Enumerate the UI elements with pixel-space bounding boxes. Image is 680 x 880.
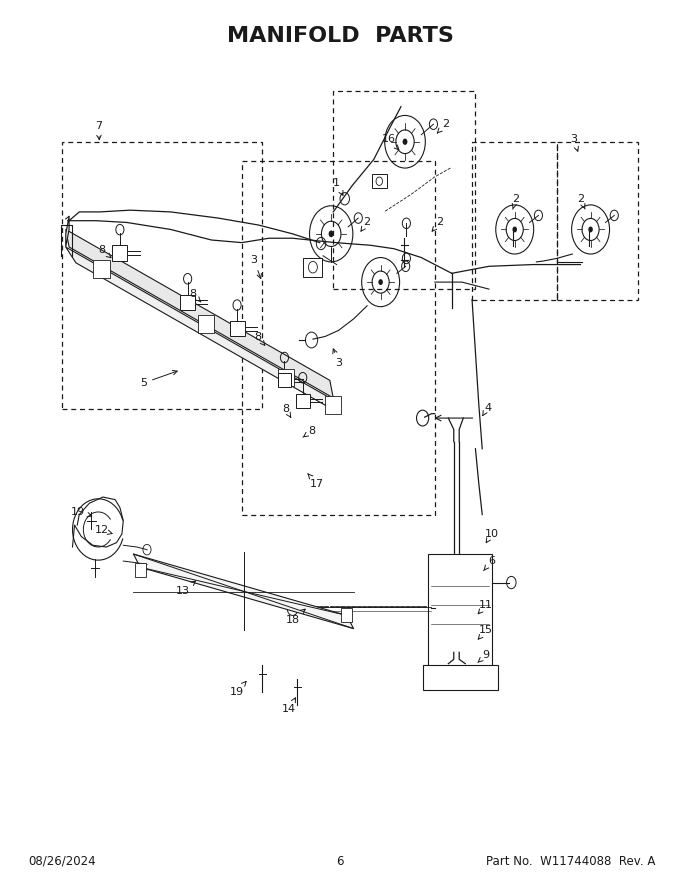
Text: 8: 8	[303, 426, 315, 437]
Text: 8: 8	[254, 333, 265, 345]
Text: 19: 19	[230, 681, 246, 697]
Text: 6: 6	[483, 556, 495, 570]
Text: 4: 4	[483, 402, 491, 415]
Text: 2: 2	[361, 217, 371, 231]
Text: 15: 15	[478, 626, 493, 639]
Text: 5: 5	[140, 370, 177, 388]
Circle shape	[513, 226, 517, 232]
Text: 16: 16	[381, 134, 399, 150]
Polygon shape	[133, 554, 354, 628]
Text: 2: 2	[437, 119, 449, 133]
Text: 6: 6	[336, 854, 344, 868]
Text: 14: 14	[282, 698, 296, 715]
Bar	[296, 393, 309, 407]
Bar	[277, 373, 291, 387]
Bar	[230, 321, 245, 336]
Bar	[198, 315, 214, 333]
Bar	[428, 554, 492, 668]
Text: Part No.  W11744088  Rev. A: Part No. W11744088 Rev. A	[486, 854, 655, 868]
Bar	[93, 260, 109, 278]
Text: 12: 12	[95, 525, 112, 535]
Text: 8: 8	[189, 289, 201, 302]
Text: 10: 10	[485, 529, 498, 543]
Bar	[135, 563, 146, 577]
Bar	[341, 608, 352, 622]
Polygon shape	[66, 216, 69, 247]
Bar	[472, 142, 557, 300]
Text: 3: 3	[570, 134, 579, 151]
Bar	[277, 369, 294, 386]
Bar	[303, 258, 322, 277]
Bar	[242, 161, 435, 515]
Text: MANIFOLD  PARTS: MANIFOLD PARTS	[226, 26, 454, 47]
Text: 08/26/2024: 08/26/2024	[29, 854, 96, 868]
Bar	[325, 396, 341, 414]
Bar	[333, 91, 475, 290]
Text: 18: 18	[286, 609, 305, 625]
Text: 2: 2	[512, 194, 520, 209]
Text: 9: 9	[478, 650, 490, 663]
Text: 8: 8	[282, 404, 291, 417]
Bar	[423, 665, 498, 690]
Bar	[63, 142, 262, 409]
Text: 17: 17	[308, 473, 324, 489]
Circle shape	[403, 138, 407, 145]
Bar	[112, 246, 127, 260]
Text: 8: 8	[98, 245, 111, 258]
Circle shape	[588, 226, 593, 232]
Bar	[180, 295, 195, 310]
Circle shape	[328, 231, 334, 238]
Polygon shape	[66, 230, 333, 398]
Text: 2: 2	[432, 217, 443, 231]
Text: 7: 7	[95, 121, 102, 140]
Circle shape	[378, 279, 383, 285]
Polygon shape	[66, 247, 340, 414]
Bar	[372, 174, 387, 188]
Text: 3: 3	[250, 255, 261, 278]
Text: 19: 19	[71, 507, 92, 517]
Text: 2: 2	[577, 194, 585, 209]
Text: 11: 11	[478, 600, 493, 613]
Bar	[557, 142, 638, 300]
Text: 1: 1	[333, 178, 343, 195]
Text: 13: 13	[176, 581, 196, 596]
Text: 3: 3	[333, 348, 342, 368]
